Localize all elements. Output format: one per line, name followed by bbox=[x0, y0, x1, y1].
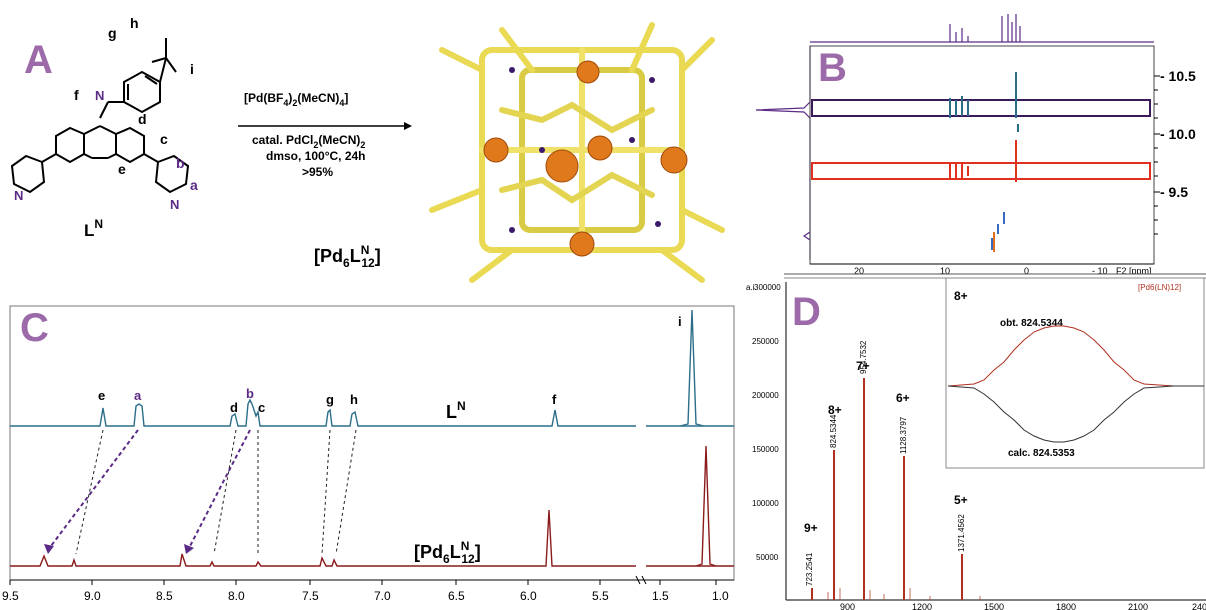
panel-c-letter: C bbox=[20, 306, 49, 350]
d-peak-6-mz: 1128.3797 bbox=[899, 416, 908, 454]
panel-d-mass-spectrum: a.i. 300000 250000 200000 150000 100000 … bbox=[746, 273, 1206, 610]
cage-model-image bbox=[429, 22, 725, 283]
c-xtick-7: 6.0 bbox=[520, 589, 537, 603]
inset-legend: [Pd6(LN)12] bbox=[1138, 283, 1181, 292]
c-label-h: h bbox=[350, 392, 358, 407]
d-ytick-50000: 50000 bbox=[756, 553, 779, 562]
d-peak-5-charge: 5+ bbox=[954, 493, 968, 507]
c-label-c: c bbox=[258, 400, 265, 415]
dosy-tick-10-0: - 10.0 bbox=[1160, 126, 1196, 142]
inset-charge: 8+ bbox=[954, 289, 968, 303]
isotope-pattern bbox=[947, 325, 1204, 443]
d-ytick-100000: 100000 bbox=[752, 499, 779, 508]
trace-label-ligand: LN bbox=[446, 399, 466, 422]
c-label-b: b bbox=[246, 386, 254, 401]
d-ytick-200000: 200000 bbox=[752, 391, 779, 400]
product-label: [Pd6LN 12] bbox=[314, 243, 381, 270]
dosy-xtick-10: 10 bbox=[940, 266, 950, 274]
ligand-structure: N N N g h i f d c e b a LN [Pd(BF4)2(MeC… bbox=[10, 15, 412, 270]
c-xtick-6: 6.5 bbox=[448, 589, 465, 603]
label-c: c bbox=[160, 131, 168, 147]
d-xtick-1800: 1800 bbox=[1056, 602, 1076, 610]
dosy-box-cage bbox=[811, 162, 1151, 180]
dosy-xtick-minus10: - 10 bbox=[1092, 266, 1108, 274]
d-peak-9-charge: 9+ bbox=[804, 521, 818, 535]
d-peak-8-charge: 8+ bbox=[828, 403, 842, 417]
nmr-trace-ligand bbox=[10, 398, 636, 427]
pyridine-n-left: N bbox=[14, 188, 23, 203]
label-a: a bbox=[190, 177, 198, 193]
reagent-text: [Pd(BF4)2(MeCN)4] bbox=[244, 91, 348, 108]
dosy-xaxis-unit: F2 [ppm] bbox=[1116, 266, 1152, 274]
carbazole-n-label: N bbox=[95, 88, 104, 103]
d-peak-6-charge: 6+ bbox=[896, 391, 910, 405]
catalyst-text: catal. PdCl2(MeCN)2 bbox=[252, 133, 365, 150]
c-xtick-8: 5.5 bbox=[592, 589, 609, 603]
label-b: b bbox=[176, 155, 185, 171]
d-xtick-1200: 1200 bbox=[912, 602, 932, 610]
c-label-e: e bbox=[98, 388, 105, 403]
label-f: f bbox=[74, 87, 79, 103]
label-h: h bbox=[130, 15, 139, 31]
c-label-i: i bbox=[678, 314, 682, 329]
label-d: d bbox=[138, 111, 147, 127]
label-e: e bbox=[118, 161, 126, 177]
d-yaxis-unit: a.i. bbox=[746, 283, 757, 292]
panel-c-nmr: e a d b c g h f i LN [Pd6LN 12] 9.5 9.0 8… bbox=[2, 305, 735, 603]
d-xtick-1500: 1500 bbox=[984, 602, 1004, 610]
d-peak-5-mz: 1371.4562 bbox=[957, 514, 966, 552]
c-label-g: g bbox=[326, 392, 334, 407]
d-peak-7-mz: 954.7532 bbox=[859, 340, 868, 374]
yield-text: >95% bbox=[302, 165, 333, 179]
d-ytick-300000: 300000 bbox=[754, 283, 781, 292]
conditions-text: dmso, 100°C, 24h bbox=[266, 149, 366, 163]
c-xtick-2: 8.5 bbox=[156, 589, 173, 603]
c-xtick-3: 8.0 bbox=[228, 589, 245, 603]
inset-calc: calc. 824.5353 bbox=[1008, 448, 1075, 459]
label-g: g bbox=[108, 25, 117, 41]
c-xtick-0: 9.5 bbox=[2, 589, 19, 603]
d-xtick-900: 900 bbox=[840, 602, 855, 610]
inset-obt: obt. 824.5344 bbox=[1000, 318, 1063, 329]
label-i: i bbox=[190, 61, 194, 77]
trace-label-cage: [Pd6LN 12] bbox=[414, 539, 481, 566]
ligand-label: LN bbox=[84, 217, 103, 240]
d-peak-7-charge: 7+ bbox=[856, 359, 870, 373]
d-xtick-2400: 240 bbox=[1192, 602, 1206, 610]
panel-a-letter: A bbox=[24, 38, 53, 82]
dosy-tick-9-5: - 9.5 bbox=[1160, 184, 1188, 200]
pyridine-n-right: N bbox=[170, 197, 179, 212]
d-ytick-250000: 250000 bbox=[752, 337, 779, 346]
c-label-f: f bbox=[552, 392, 557, 407]
c-xtick-4: 7.5 bbox=[302, 589, 319, 603]
dosy-xtick-0: 0 bbox=[1024, 266, 1029, 274]
d-peak-9-mz: 723.2541 bbox=[805, 552, 814, 586]
isotope-inset bbox=[945, 277, 1205, 469]
panel-b-2d-spectrum: - 10.5 - 10.0 - 9.5 20 10 0 - 10 F2 [ppm… bbox=[755, 14, 1196, 274]
c-label-a: a bbox=[134, 388, 142, 403]
c-xtick-1: 9.0 bbox=[84, 589, 101, 603]
d-peak-8-mz: 824.5344 bbox=[829, 414, 838, 448]
d-xtick-2100: 2100 bbox=[1128, 602, 1148, 610]
d-ytick-150000: 150000 bbox=[752, 445, 779, 454]
panel-b-letter: B bbox=[818, 46, 847, 90]
dosy-tick-10-5: - 10.5 bbox=[1160, 68, 1196, 84]
c-xtick-9: 1.5 bbox=[652, 589, 669, 603]
c-xtick-10: 1.0 bbox=[712, 589, 729, 603]
dosy-box-ligand bbox=[811, 99, 1151, 117]
c-xtick-5: 7.0 bbox=[374, 589, 391, 603]
c-label-d: d bbox=[230, 400, 238, 415]
dosy-xtick-20: 20 bbox=[854, 266, 864, 274]
panel-d-letter: D bbox=[792, 290, 821, 334]
nmr-trace-cage bbox=[10, 509, 636, 567]
